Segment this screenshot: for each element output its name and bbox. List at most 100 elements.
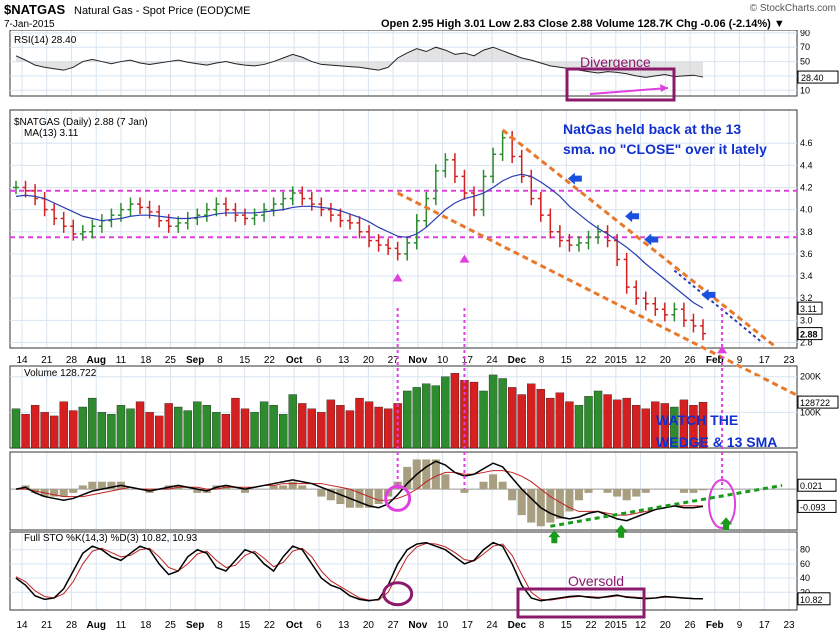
price-tick-label: 3.6 <box>800 249 813 259</box>
macd-histogram-bar <box>279 485 288 490</box>
volume-bar <box>536 389 545 449</box>
green-up-arrow-icon <box>615 524 628 538</box>
chart-header: $NATGAS Natural Gas - Spot Price (EOD) C… <box>0 0 840 30</box>
volume-bar <box>326 399 336 449</box>
macd-histogram-bar <box>326 489 335 501</box>
volume-bar <box>202 405 212 449</box>
annotations: Divergence NatGas held back at the 13 sm… <box>396 54 777 619</box>
volume-bar <box>88 397 97 449</box>
volume-bar <box>527 383 536 449</box>
x-tick-label: 25 <box>165 355 177 366</box>
volume-bar <box>574 405 584 449</box>
volume-bar <box>69 410 78 449</box>
x-tick-label: 8 <box>217 355 223 366</box>
watermark: © StockCharts.com <box>750 3 836 14</box>
volume-bar <box>689 405 698 449</box>
volume-bar <box>498 378 507 449</box>
volume-bar <box>21 413 30 449</box>
x-tick-label: Aug <box>86 355 105 366</box>
green-up-arrow-icon <box>548 530 561 544</box>
macd-histogram-bar <box>555 489 564 519</box>
macd-histogram-bar <box>69 489 78 493</box>
blue-arrow-icon <box>567 172 582 185</box>
macd-histogram-bar <box>489 474 498 490</box>
price-flag-box <box>797 327 823 341</box>
x-tick-label: 26 <box>684 355 696 366</box>
rsi-tick-label: 90 <box>800 30 810 38</box>
volume-bar <box>698 401 708 449</box>
volume-bar <box>488 374 498 449</box>
rsi-line <box>15 46 704 78</box>
x-tick-label: 27 <box>388 620 400 631</box>
price-tick-label: 4.4 <box>800 160 813 170</box>
x-tick-label: 24 <box>487 620 499 631</box>
volume-bar <box>49 415 59 449</box>
rsi-label: RSI(14) 28.40 <box>14 35 77 46</box>
x-tick-label: 22 <box>264 355 276 366</box>
volume-bar <box>174 406 183 449</box>
volume-bar <box>593 390 603 449</box>
volume-bar <box>307 408 316 449</box>
blue-arrow-icon <box>644 233 659 246</box>
sto-turn-circle <box>382 581 414 607</box>
macd-histogram-bar <box>565 489 574 512</box>
macd-value-label: 0.021 <box>800 481 823 491</box>
x-tick-label: 15 <box>561 355 573 366</box>
price-tick-label: 4.6 <box>800 138 813 148</box>
x-tick-label: 20 <box>660 620 672 631</box>
volume-bar <box>565 401 574 449</box>
macd-histogram-bar <box>193 489 202 493</box>
x-tick-label: 24 <box>487 355 499 366</box>
rsi-tick-label: 50 <box>800 57 810 67</box>
x-tick-label: 11 <box>116 355 127 366</box>
volume-bar <box>164 403 173 449</box>
macd-histogram-bar <box>107 481 116 490</box>
macd-histogram-bar <box>59 489 68 497</box>
x-tick-label: 8 <box>539 355 545 366</box>
volume-bar <box>336 405 345 449</box>
volume-bar <box>116 405 126 449</box>
magenta-up-arrow-icon <box>459 254 470 263</box>
watch-line-1: WATCH THE <box>656 412 738 428</box>
volume-bar <box>145 412 154 449</box>
volume-bar <box>403 390 412 449</box>
price-panel: 4.6 4.4 4.2 4.0 3.8 3.6 3.4 3.2 3.0 2.8 3.11 2.88 <box>10 128 823 400</box>
wedge-upper-line <box>501 128 779 350</box>
macd-histogram-bar <box>240 489 250 493</box>
macd-histogram-bar <box>479 481 488 490</box>
price-tick-label: 4.2 <box>800 182 813 192</box>
x-tick-label: 17 <box>462 620 474 631</box>
macd-histogram-bar <box>517 489 526 516</box>
volume-bar <box>603 394 612 449</box>
price-label: $NATGAS (Daily) 2.88 (7 Jan) <box>14 117 148 128</box>
macd-histogram-bar <box>689 489 698 493</box>
volume-bar <box>40 412 49 449</box>
chart-canvas: RSI(14) 28.40 907050301028.40 $NATGAS (D… <box>0 30 840 631</box>
volume-bar <box>679 399 689 449</box>
x-tick-label: 23 <box>783 355 795 366</box>
volume-bar <box>422 383 431 449</box>
macd-histogram-bar <box>97 481 106 490</box>
x-tick-label: 12 <box>635 355 647 366</box>
x-tick-label: 20 <box>660 355 672 366</box>
x-tick-label: Feb <box>706 620 724 631</box>
header-date: 7-Jan-2015 <box>4 19 55 30</box>
volume-bar <box>660 403 670 449</box>
macd-histogram-bar <box>403 466 412 490</box>
volume-bar <box>97 412 107 449</box>
macd-histogram-bar <box>288 481 297 490</box>
price-tick-label: 3.4 <box>800 271 813 281</box>
panel-frames <box>9 30 798 611</box>
x-tick-label: Sep <box>186 620 204 631</box>
volume-last-value: 128722 <box>800 398 830 408</box>
volume-bar <box>221 413 231 449</box>
x-tick-label: Dec <box>508 620 527 631</box>
volume-bar <box>259 401 269 449</box>
volume-bar <box>288 394 297 449</box>
volume-bar <box>469 381 479 449</box>
x-tick-label: 18 <box>140 355 152 366</box>
macd-value-flag <box>797 499 837 513</box>
x-tick-label: 13 <box>338 620 350 631</box>
volume-bar <box>107 413 116 449</box>
